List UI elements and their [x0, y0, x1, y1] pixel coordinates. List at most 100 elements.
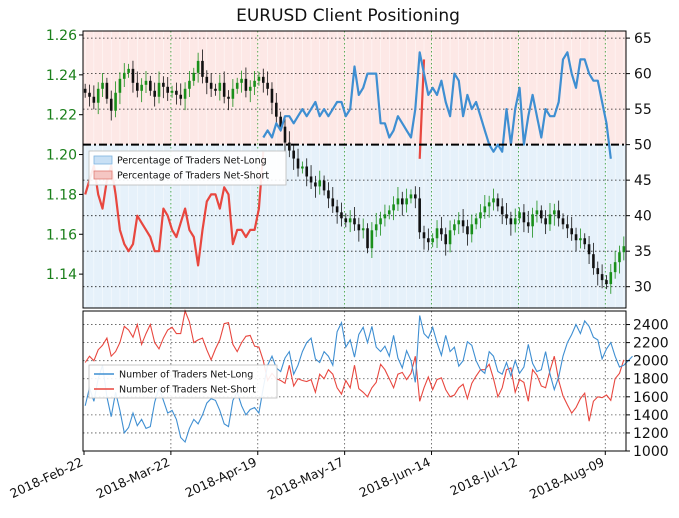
- candle-body: [288, 142, 291, 151]
- candle-body: [526, 222, 530, 227]
- candle-body: [131, 68, 135, 83]
- candle-body: [240, 78, 243, 83]
- candle-body: [387, 210, 391, 215]
- candle-body: [496, 198, 500, 207]
- price-candles: [83, 49, 626, 294]
- right-count-tick-label: 1600: [633, 390, 669, 406]
- candle-body: [431, 238, 434, 243]
- bottom-vertical-gridlines: [170, 311, 606, 451]
- candle-body: [553, 210, 556, 215]
- date-axis: 2018-Feb-22 2018-Mar-22 2018-Apr-19 2018-Ma…: [7, 451, 607, 503]
- candle-body: [257, 76, 261, 81]
- candle-body: [370, 230, 374, 249]
- candle-body: [440, 228, 443, 235]
- chart-title: EURUSD Client Positioning: [236, 6, 460, 26]
- candle-body: [166, 86, 170, 93]
- candle-body: [574, 234, 578, 241]
- right-tick-label: 50: [634, 138, 652, 154]
- candle-body: [557, 210, 560, 219]
- net-long-count-series: [84, 315, 633, 444]
- candle-body: [466, 226, 469, 235]
- candle-body: [487, 202, 491, 207]
- candle-body: [153, 90, 156, 97]
- candle-body: [361, 228, 365, 231]
- candle-body: [405, 198, 408, 205]
- candle-body: [157, 82, 161, 97]
- right-tick-label: 65: [634, 31, 652, 47]
- candle-body: [270, 88, 274, 103]
- legend-swatch-net-long: [93, 155, 113, 165]
- legend-label-net-short-pct: Percentage of Traders Net-Short: [117, 171, 269, 182]
- candle-body: [596, 268, 600, 275]
- x-tick-label: 2018-Apr-19: [183, 454, 259, 500]
- candle-body: [609, 272, 613, 285]
- candle-body: [592, 254, 595, 269]
- left-tick-label: 1.20: [46, 148, 77, 164]
- net-short-pct-series: [84, 59, 426, 267]
- candle-body: [600, 274, 604, 281]
- candle-body: [396, 198, 400, 205]
- candle-body: [544, 218, 547, 225]
- candle-body: [505, 214, 508, 219]
- candle-body: [570, 228, 573, 235]
- bottom-panel: 2400 2200 2000 1800 1600 1400 1200 1000 2018-Fe…: [7, 309, 669, 503]
- candle-body: [379, 218, 382, 225]
- legend-swatch-net-short: [93, 170, 113, 180]
- candle-body: [235, 82, 239, 89]
- candle-body: [392, 204, 395, 211]
- candle-body: [509, 218, 513, 225]
- candle-body: [409, 194, 413, 199]
- candle-body: [196, 60, 200, 73]
- candle-body: [618, 252, 621, 263]
- candle-body: [83, 88, 87, 93]
- right-count-tick-label: 1400: [633, 408, 669, 424]
- candle-body: [114, 92, 117, 111]
- right-tick-label: 45: [634, 173, 652, 189]
- candle-body: [348, 218, 352, 223]
- candle-body: [279, 116, 282, 127]
- candle-body: [583, 238, 587, 245]
- candle-body: [253, 80, 256, 87]
- candle-body: [175, 90, 178, 95]
- candle-body: [318, 180, 322, 187]
- candle-body: [96, 88, 100, 103]
- candle-body: [292, 150, 295, 159]
- right-count-tick-label: 2000: [633, 354, 669, 370]
- right-count-tick-label: 2200: [633, 336, 669, 352]
- candle-body: [170, 90, 174, 93]
- candle-body: [561, 218, 565, 225]
- candle-body: [144, 80, 148, 85]
- candle-body: [539, 210, 543, 219]
- left-tick-label: 1.24: [46, 68, 77, 84]
- candle-body: [244, 78, 248, 91]
- x-tick-label: 2018-Feb-22: [7, 454, 85, 501]
- candle-body: [327, 190, 330, 199]
- x-tick-label: 2018-Mar-22: [94, 454, 172, 501]
- candle-body: [335, 206, 339, 213]
- candle-body: [344, 218, 348, 223]
- candle-body: [522, 212, 526, 223]
- right-tick-label: 60: [634, 67, 652, 83]
- candle-body: [136, 82, 139, 91]
- candle-body: [214, 88, 217, 91]
- candle-body: [209, 82, 213, 89]
- right-tick-label: 55: [634, 102, 652, 118]
- right-count-tick-label: 1800: [633, 372, 669, 388]
- right-count-tick-label: 2400: [633, 318, 669, 334]
- candle-body: [414, 194, 417, 199]
- candle-body: [283, 126, 287, 143]
- percentage-lines: [84, 51, 612, 267]
- left-price-axis: 1.26 1.24 1.22 1.20 1.18 1.16 1.14: [46, 28, 83, 283]
- legend-label-net-short-count: Number of Traders Net-Short: [119, 385, 256, 396]
- candle-body: [296, 158, 300, 169]
- top-legend: Percentage of Traders Net-Long Percentag…: [88, 150, 287, 186]
- candle-body: [122, 72, 126, 79]
- legend-label-net-long-count: Number of Traders Net-Long: [119, 370, 253, 381]
- candle-body: [444, 234, 448, 245]
- candle-body: [261, 76, 265, 83]
- left-tick-label: 1.14: [46, 267, 77, 283]
- candle-body: [227, 96, 230, 99]
- candle-body: [622, 246, 626, 253]
- top-legend-box: [88, 150, 287, 186]
